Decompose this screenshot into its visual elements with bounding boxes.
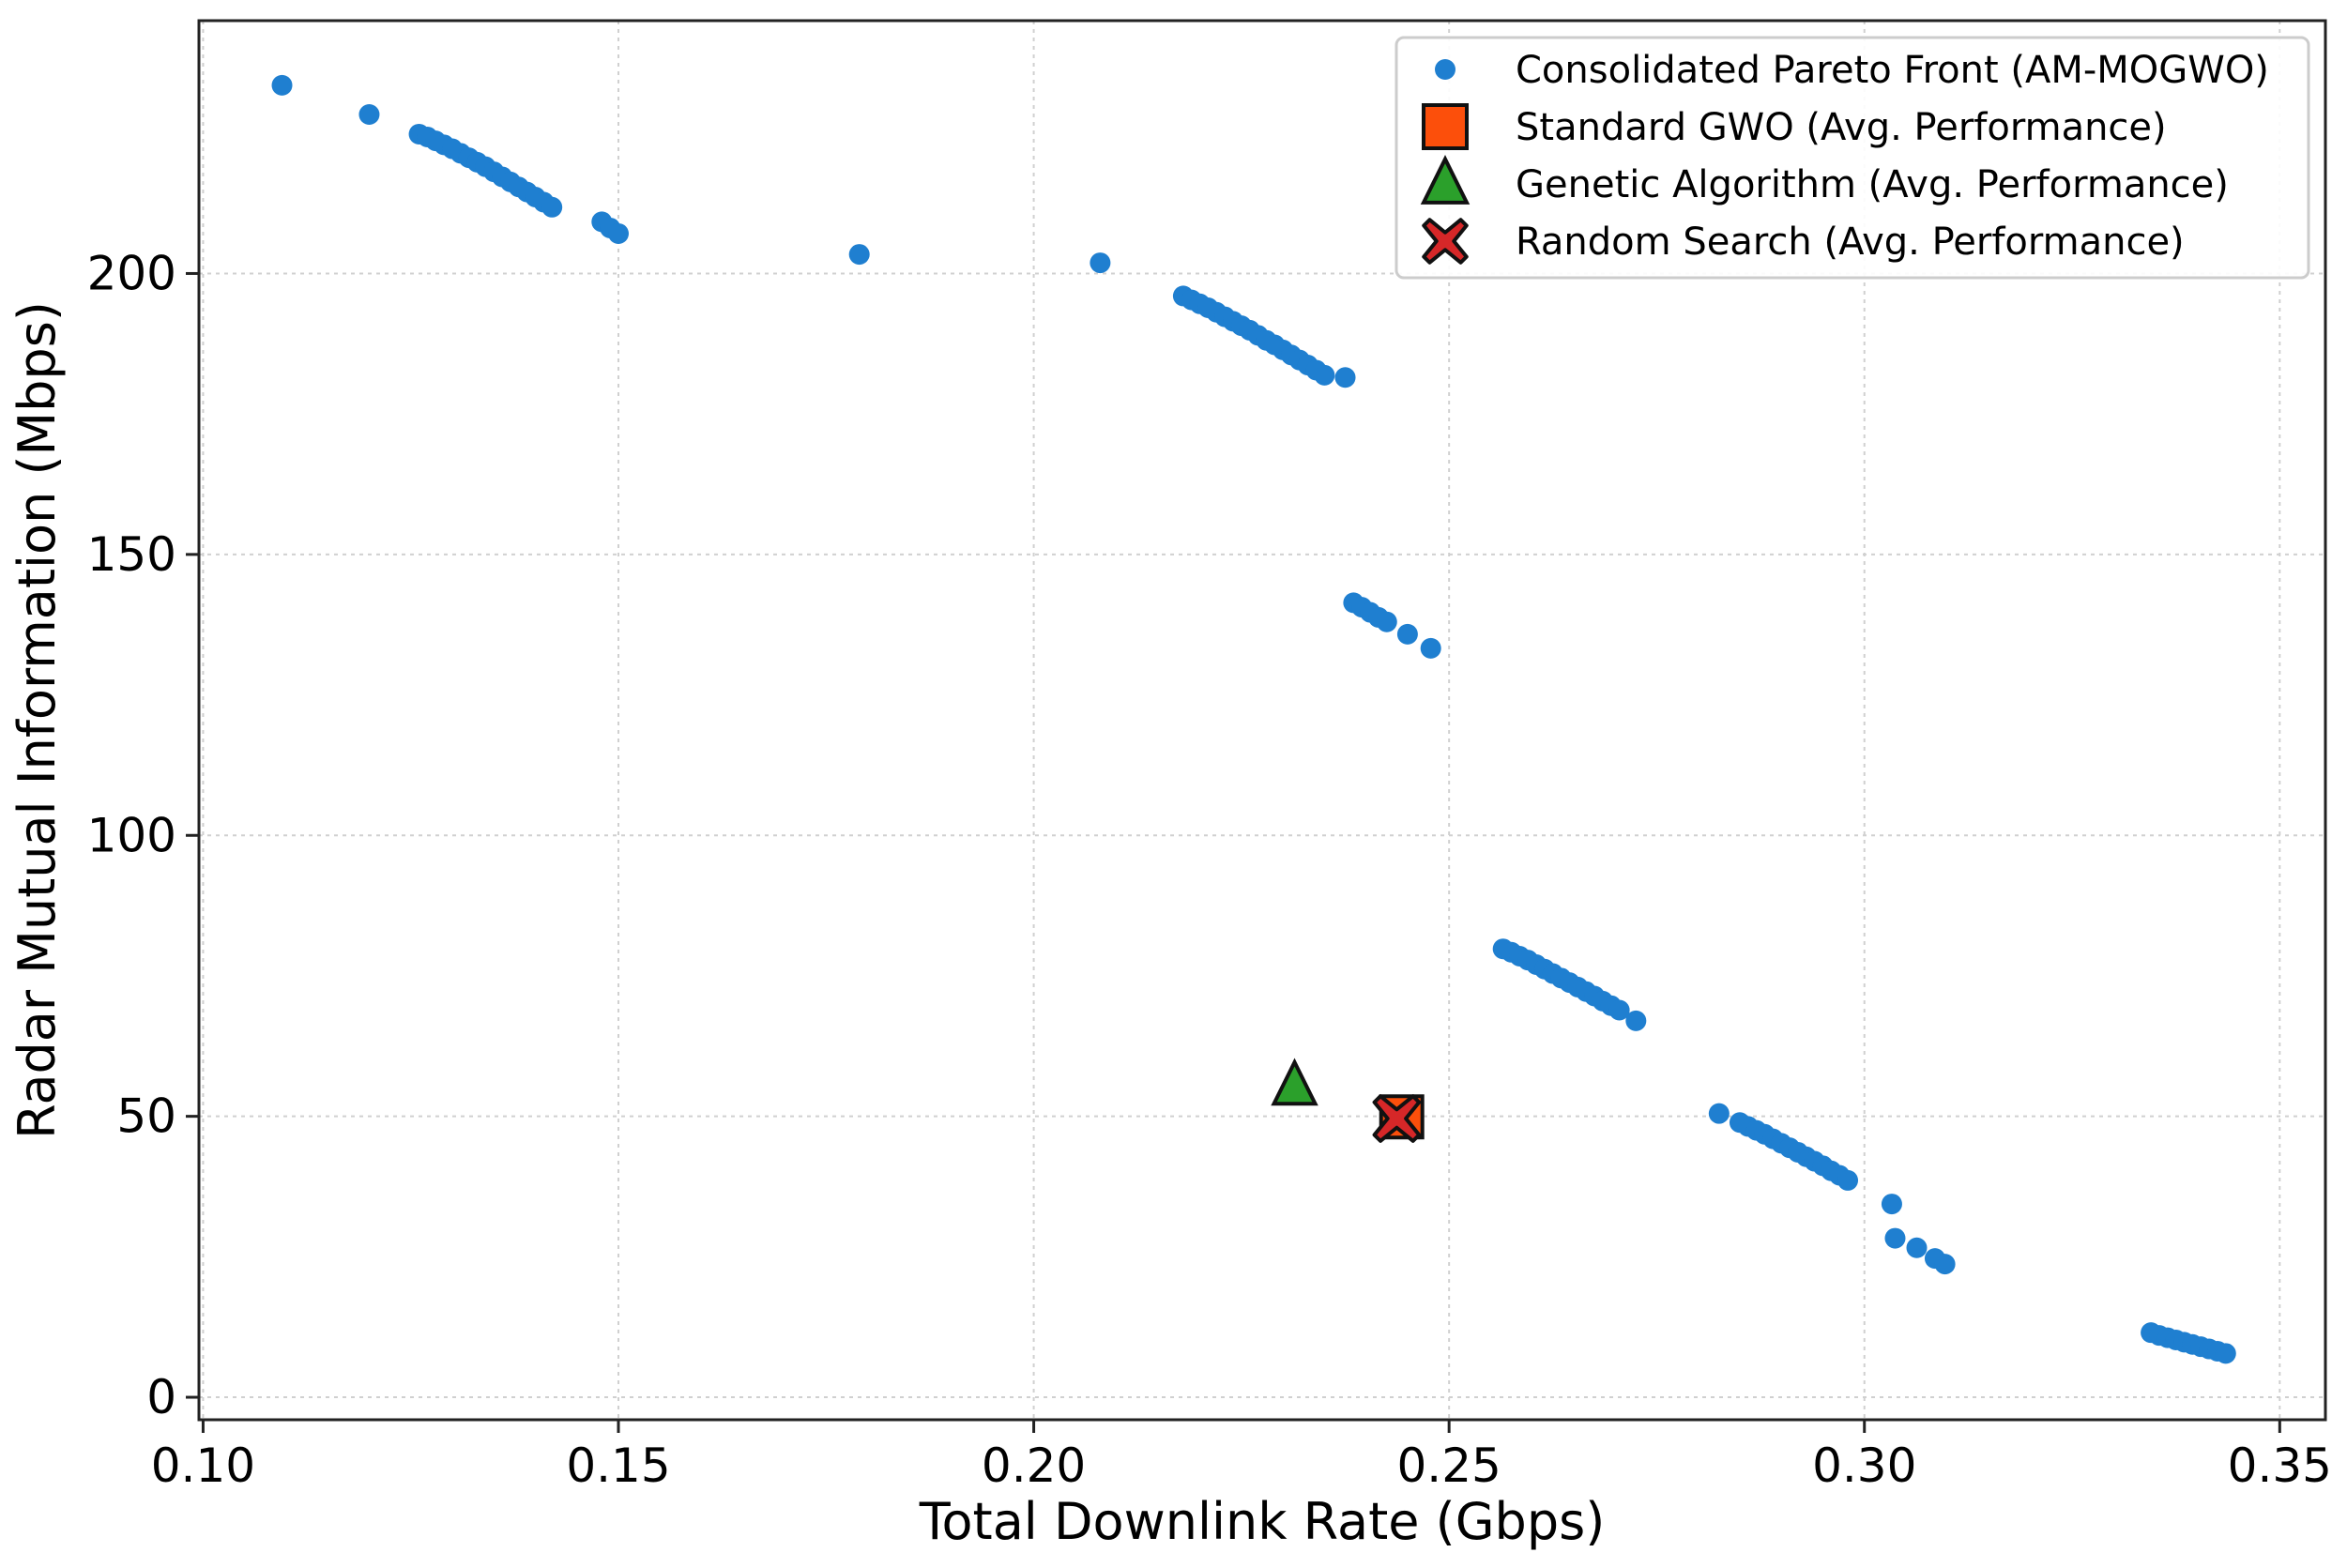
legend-label: Genetic Algorithm (Avg. Performance) xyxy=(1516,163,2229,206)
pareto-point xyxy=(1396,623,1418,645)
pareto-point xyxy=(2215,1343,2236,1364)
random-search-marker xyxy=(1372,1094,1422,1143)
legend-marker xyxy=(1420,155,1471,205)
y-tick-label: 100 xyxy=(87,808,176,862)
x-tick-label: 0.15 xyxy=(566,1439,670,1493)
y-tick-label: 50 xyxy=(116,1089,176,1144)
plot-area-frame xyxy=(197,19,2327,1422)
pareto-point xyxy=(1906,1237,1928,1258)
pareto-point xyxy=(848,244,870,266)
axis-ticks: 0.10 0.15 0.20 0.25 0.30 0.35 0 50 100 150 200 xyxy=(87,246,2332,1493)
pareto-point xyxy=(1708,1103,1730,1124)
pareto-point xyxy=(358,103,380,125)
legend-label: Random Search (Avg. Performance) xyxy=(1516,221,2185,264)
y-axis-label: Radar Mutual Information (Mbps) xyxy=(8,301,67,1139)
legend-label: Standard GWO (Avg. Performance) xyxy=(1516,106,2167,149)
x-tick-label: 0.25 xyxy=(1396,1439,1501,1493)
y-tick-label: 200 xyxy=(87,246,176,300)
genetic-algorithm-marker xyxy=(1271,1058,1318,1106)
pareto-point xyxy=(1934,1254,1956,1275)
y-tick-label: 150 xyxy=(87,527,176,582)
pareto-point xyxy=(1837,1169,1859,1191)
legend-marker xyxy=(1422,103,1469,150)
x-axis-label: Total Downlink Rate (Gbps) xyxy=(919,1492,1606,1551)
pareto-point xyxy=(1884,1227,1906,1249)
x-tick-label: 0.20 xyxy=(982,1439,1086,1493)
pareto-point xyxy=(608,222,630,244)
x-tick-label: 0.30 xyxy=(1812,1439,1916,1493)
grid-lines xyxy=(199,21,2325,1420)
pareto-point xyxy=(1625,1010,1647,1031)
pareto-point xyxy=(1376,611,1397,632)
pareto-point xyxy=(271,74,293,96)
pareto-point xyxy=(1420,637,1441,659)
pareto-point xyxy=(1881,1194,1902,1215)
y-tick-label: 0 xyxy=(146,1370,176,1424)
x-tick-label: 0.10 xyxy=(151,1439,255,1493)
data-marks xyxy=(271,74,2236,1364)
legend-box xyxy=(1394,36,2310,280)
pareto-point xyxy=(1090,252,1111,274)
legend-label: Consolidated Pareto Front (AM-MOGWO) xyxy=(1516,49,2269,92)
pareto-point xyxy=(1608,999,1630,1021)
x-tick-label: 0.35 xyxy=(2228,1439,2332,1493)
legend-marker xyxy=(1435,59,1455,80)
pareto-point xyxy=(1314,364,1335,386)
pareto-point xyxy=(541,196,563,218)
legend: Consolidated Pareto Front (AM-MOGWO) Stan… xyxy=(1394,36,2310,280)
legend-marker xyxy=(1422,218,1469,265)
pareto-point xyxy=(1334,367,1356,388)
